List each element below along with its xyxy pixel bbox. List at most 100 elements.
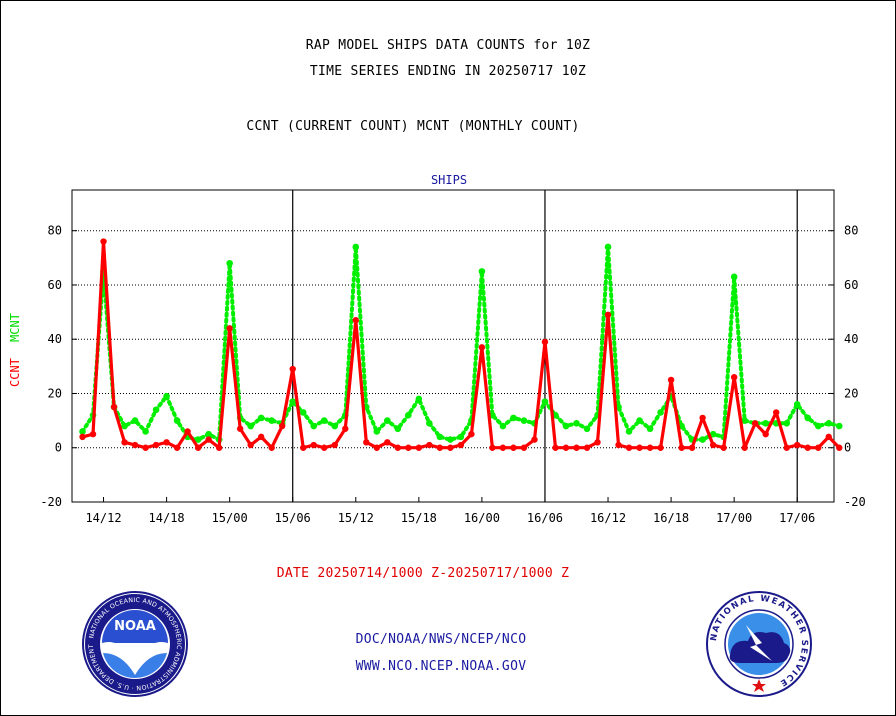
x-tick-label: 15/18 <box>401 511 437 525</box>
noaa-logo-text: NOAA <box>114 619 156 634</box>
series-point-ccnt <box>310 441 317 449</box>
series-point-mcnt <box>426 420 433 427</box>
series-point-mcnt <box>268 417 275 424</box>
series-point-ccnt <box>794 441 801 449</box>
chart-title-line1: RAP MODEL SHIPS DATA COUNTS for 10Z <box>305 38 591 53</box>
y-tick-label-left: -20 <box>40 495 62 509</box>
series-point-ccnt <box>289 365 296 373</box>
series-point-mcnt <box>79 428 86 435</box>
series-point-ccnt <box>531 436 538 443</box>
series-point-ccnt <box>552 444 559 451</box>
series-point-mcnt <box>247 422 254 430</box>
series-point-ccnt <box>89 430 97 438</box>
y-tick-label-left: 60 <box>48 278 62 292</box>
noaa-logo: NATIONAL OCEANIC AND ATMOSPHERIC ADMINIS… <box>82 591 188 697</box>
x-tick-label: 16/00 <box>464 511 500 525</box>
series-point-ccnt <box>489 444 496 451</box>
series-point-ccnt <box>268 444 275 451</box>
series-point-ccnt <box>762 430 769 438</box>
series-point-ccnt <box>804 444 811 451</box>
series-point-mcnt <box>289 398 297 405</box>
series-point-ccnt <box>110 403 118 411</box>
series-point-mcnt <box>415 395 423 403</box>
series-point-mcnt <box>205 430 212 438</box>
series-point-ccnt <box>152 441 160 449</box>
series-point-mcnt <box>173 417 181 424</box>
series-point-ccnt <box>562 444 570 451</box>
x-tick-label: 16/18 <box>653 511 689 525</box>
series-point-mcnt <box>331 422 339 430</box>
panel-title: SHIPS <box>431 173 467 187</box>
series-point-ccnt <box>205 436 212 443</box>
series-point-mcnt <box>625 428 633 435</box>
series-point-ccnt <box>815 444 822 451</box>
series-legend-title: CCNT (CURRENT COUNT) MCNT (MONTHLY COUNT… <box>246 119 580 134</box>
series-point-ccnt <box>720 444 727 451</box>
series-point-mcnt <box>510 414 517 422</box>
series-point-ccnt <box>226 325 233 332</box>
series-point-ccnt <box>79 433 86 441</box>
series-point-ccnt <box>342 425 349 432</box>
series-point-ccnt <box>709 441 717 449</box>
series-point-ccnt <box>384 439 391 446</box>
series-point-mcnt <box>352 243 360 251</box>
series-point-mcnt <box>299 409 307 416</box>
series-point-mcnt <box>257 414 265 422</box>
series-point-ccnt <box>468 430 475 438</box>
series-point-ccnt <box>321 444 328 451</box>
series-point-mcnt <box>804 414 812 422</box>
series-point-ccnt <box>836 444 843 451</box>
series-point-ccnt <box>163 439 170 446</box>
series-point-ccnt <box>772 409 780 416</box>
series-point-ccnt <box>615 441 622 449</box>
series-point-ccnt <box>257 433 265 441</box>
series-point-ccnt <box>751 420 759 427</box>
ylabel-ccnt: CCNT <box>8 358 22 387</box>
series-point-mcnt <box>783 420 791 427</box>
series-point-ccnt <box>415 444 423 451</box>
y-tick-label-left: 0 <box>55 441 62 455</box>
series-point-mcnt <box>762 420 769 427</box>
date-range-label: DATE 20250714/1000 Z-20250717/1000 Z <box>276 566 570 581</box>
x-tick-label: 16/06 <box>527 511 563 525</box>
ylabel-mcnt: MCNT <box>8 313 22 342</box>
series-point-ccnt <box>131 441 139 449</box>
series-point-ccnt <box>783 444 790 451</box>
series-point-mcnt <box>646 425 654 433</box>
series-point-mcnt <box>657 409 664 416</box>
series-point-ccnt <box>236 425 244 432</box>
series-point-mcnt <box>583 425 591 433</box>
chart-title-line2: TIME SERIES ENDING IN 20250717 10Z <box>309 64 587 79</box>
series-point-mcnt <box>194 436 202 443</box>
series-point-ccnt <box>300 444 307 451</box>
y-tick-label-left: 40 <box>48 332 62 346</box>
series-point-mcnt <box>373 428 381 435</box>
y-tick-label-right: 20 <box>844 386 858 400</box>
series-point-ccnt <box>457 441 465 449</box>
series-point-ccnt <box>541 338 549 346</box>
series-point-ccnt <box>279 422 286 430</box>
series-point-ccnt <box>426 441 433 449</box>
x-tick-label: 17/00 <box>716 511 752 525</box>
nws-logo: NATIONAL WEATHER SERVICE <box>706 591 812 697</box>
series-point-ccnt <box>352 317 359 324</box>
series-point-ccnt <box>478 344 486 351</box>
series-point-mcnt <box>573 420 580 427</box>
y-tick-label-right: 0 <box>844 441 851 455</box>
series-point-ccnt <box>373 444 380 451</box>
series-point-mcnt <box>142 428 149 435</box>
series-point-ccnt <box>583 444 591 451</box>
series-point-ccnt <box>678 444 685 451</box>
x-tick-label: 17/06 <box>779 511 815 525</box>
series-point-mcnt <box>741 417 748 424</box>
series-point-mcnt <box>835 422 843 430</box>
series-point-mcnt <box>709 430 717 438</box>
x-tick-label: 15/06 <box>275 511 311 525</box>
series-point-ccnt <box>510 444 517 451</box>
series-point-mcnt <box>499 422 507 430</box>
series-point-mcnt <box>447 436 454 443</box>
series-point-ccnt <box>363 439 370 446</box>
series-point-ccnt <box>825 433 832 441</box>
website-link[interactable]: WWW.NCO.NCEP.NOAA.GOV <box>355 659 527 674</box>
series-point-mcnt <box>121 422 128 430</box>
